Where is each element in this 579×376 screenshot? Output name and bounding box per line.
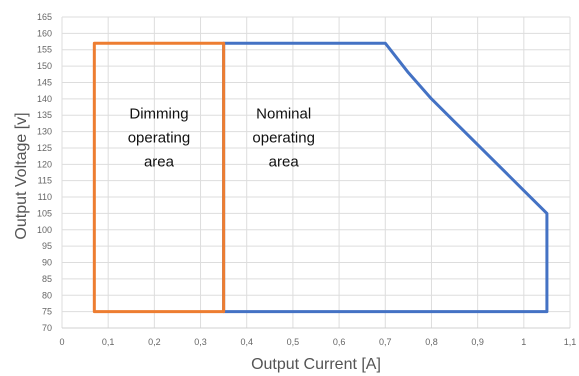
series-line-1 bbox=[222, 41, 549, 314]
x-tick-label: 1,1 bbox=[564, 337, 577, 347]
x-tick-label: 0,5 bbox=[287, 337, 300, 347]
annotation-line-1-2: operating bbox=[128, 129, 191, 146]
y-tick-label: 160 bbox=[37, 28, 52, 38]
y-tick-label: 110 bbox=[38, 192, 52, 202]
annotation-line-2-1: Nominal bbox=[256, 105, 311, 122]
y-tick-label: 70 bbox=[42, 323, 52, 333]
annotation-layer: Dimming operating area Nominal operating area bbox=[128, 105, 315, 170]
x-tick-label: 0 bbox=[59, 337, 64, 347]
x-tick-label: 1 bbox=[521, 337, 526, 347]
y-tick-label: 120 bbox=[37, 159, 52, 169]
y-tick-label: 150 bbox=[37, 61, 52, 71]
x-tick-label: 0,7 bbox=[379, 337, 392, 347]
y-tick-label: 140 bbox=[37, 94, 52, 104]
y-axis-title: Output Voltage [v] bbox=[13, 112, 30, 239]
x-tick-label: 0,4 bbox=[240, 337, 253, 347]
x-axis-title: Output Current [A] bbox=[251, 356, 381, 373]
x-tick-label: 0,6 bbox=[333, 337, 346, 347]
grid-lines bbox=[61, 16, 571, 329]
y-tick-label: 95 bbox=[42, 241, 52, 251]
annotation-line-1-3: area bbox=[144, 153, 175, 170]
y-tick-label: 100 bbox=[37, 225, 52, 235]
annotation-line-2-3: area bbox=[269, 153, 300, 170]
y-tick-label: 115 bbox=[38, 176, 52, 186]
series-layer bbox=[92, 41, 549, 314]
y-tick-label: 105 bbox=[37, 208, 52, 218]
y-tick-label: 85 bbox=[42, 274, 52, 284]
y-tick-label: 165 bbox=[37, 12, 52, 22]
y-tick-label: 80 bbox=[42, 290, 52, 300]
annotation-line-1-1: Dimming bbox=[129, 105, 188, 122]
x-tick-label: 0,9 bbox=[471, 337, 484, 347]
x-tick-label: 0,1 bbox=[102, 337, 115, 347]
x-tick-label: 0,2 bbox=[148, 337, 161, 347]
y-tick-label: 145 bbox=[37, 77, 52, 87]
y-tick-label: 155 bbox=[37, 45, 52, 55]
x-tick-label: 0,3 bbox=[194, 337, 207, 347]
y-tick-label: 125 bbox=[37, 143, 52, 153]
series-line-2 bbox=[92, 41, 226, 314]
y-tick-label: 75 bbox=[42, 307, 52, 317]
y-tick-label: 90 bbox=[42, 258, 52, 268]
tick-label-layer: 0 0,1 0,2 0,3 0,4 0,5 0,6 0,7 0,8 0,9 1 1,1 70 75 80 85… bbox=[37, 12, 576, 347]
y-tick-label: 130 bbox=[37, 127, 52, 137]
y-tick-label: 135 bbox=[37, 110, 52, 120]
x-tick-label: 0,8 bbox=[425, 337, 438, 347]
annotation-line-2-2: operating bbox=[252, 129, 315, 146]
